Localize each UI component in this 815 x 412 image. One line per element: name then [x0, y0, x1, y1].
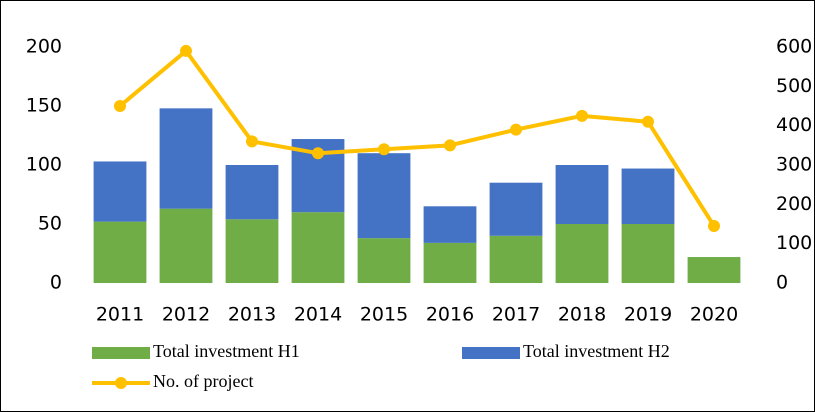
x-tick-label: 2017: [492, 304, 540, 326]
x-tick-label: 2016: [426, 304, 474, 326]
line-marker: [246, 135, 258, 148]
bar: [225, 165, 279, 220]
x-tick-label: 2011: [96, 304, 144, 326]
line-marker: [114, 100, 126, 112]
bar: [225, 219, 279, 283]
bar: [621, 168, 675, 224]
x-tick-label: 2015: [360, 304, 408, 326]
bar: [159, 108, 213, 209]
legend-swatch: [115, 377, 127, 389]
y2-tick-label: 0: [776, 272, 788, 294]
bar: [291, 212, 345, 283]
x-tick-label: 2012: [162, 304, 210, 326]
line-marker: [642, 115, 654, 128]
bar: [423, 242, 477, 283]
bar: [687, 257, 741, 283]
line-marker: [510, 123, 522, 136]
y-tick-label: 100: [26, 154, 62, 176]
line-marker: [444, 139, 456, 152]
legend-swatch: [92, 347, 150, 359]
y2-tick-label: 300: [776, 154, 812, 176]
bar: [357, 238, 411, 283]
legend-swatch: [462, 347, 520, 359]
x-tick-label: 2013: [228, 304, 276, 326]
y-tick-label: 50: [38, 213, 62, 235]
line-marker: [312, 147, 324, 160]
legend-label: Total investment H2: [523, 341, 670, 361]
x-tick-label: 2014: [294, 304, 342, 326]
bar: [423, 206, 477, 243]
y2-tick-label: 500: [776, 75, 812, 97]
bar: [489, 235, 543, 283]
bar: [357, 153, 411, 239]
x-tick-label: 2018: [558, 304, 606, 326]
y-tick-label: 0: [50, 272, 62, 294]
bar: [489, 182, 543, 236]
bar: [159, 208, 213, 283]
y2-tick-label: 400: [776, 114, 812, 136]
y2-tick-label: 100: [776, 232, 812, 254]
line-marker: [180, 44, 192, 57]
bar: [93, 221, 147, 283]
line-marker: [576, 109, 588, 122]
legend-label: Total investment H1: [153, 341, 300, 361]
x-tick-label: 2019: [624, 304, 672, 326]
y-tick-label: 150: [26, 95, 62, 117]
bar: [621, 224, 675, 283]
y-tick-label: 200: [26, 36, 62, 58]
bar: [93, 161, 147, 222]
line-marker: [378, 143, 390, 156]
x-tick-label: 2020: [690, 304, 738, 326]
legend-label: No. of project: [153, 371, 253, 391]
line: [118, 48, 716, 228]
bar: [555, 165, 609, 224]
y2-tick-label: 200: [776, 193, 812, 215]
line-marker: [708, 219, 720, 232]
y2-tick-label: 600: [776, 36, 812, 58]
bar: [555, 224, 609, 283]
